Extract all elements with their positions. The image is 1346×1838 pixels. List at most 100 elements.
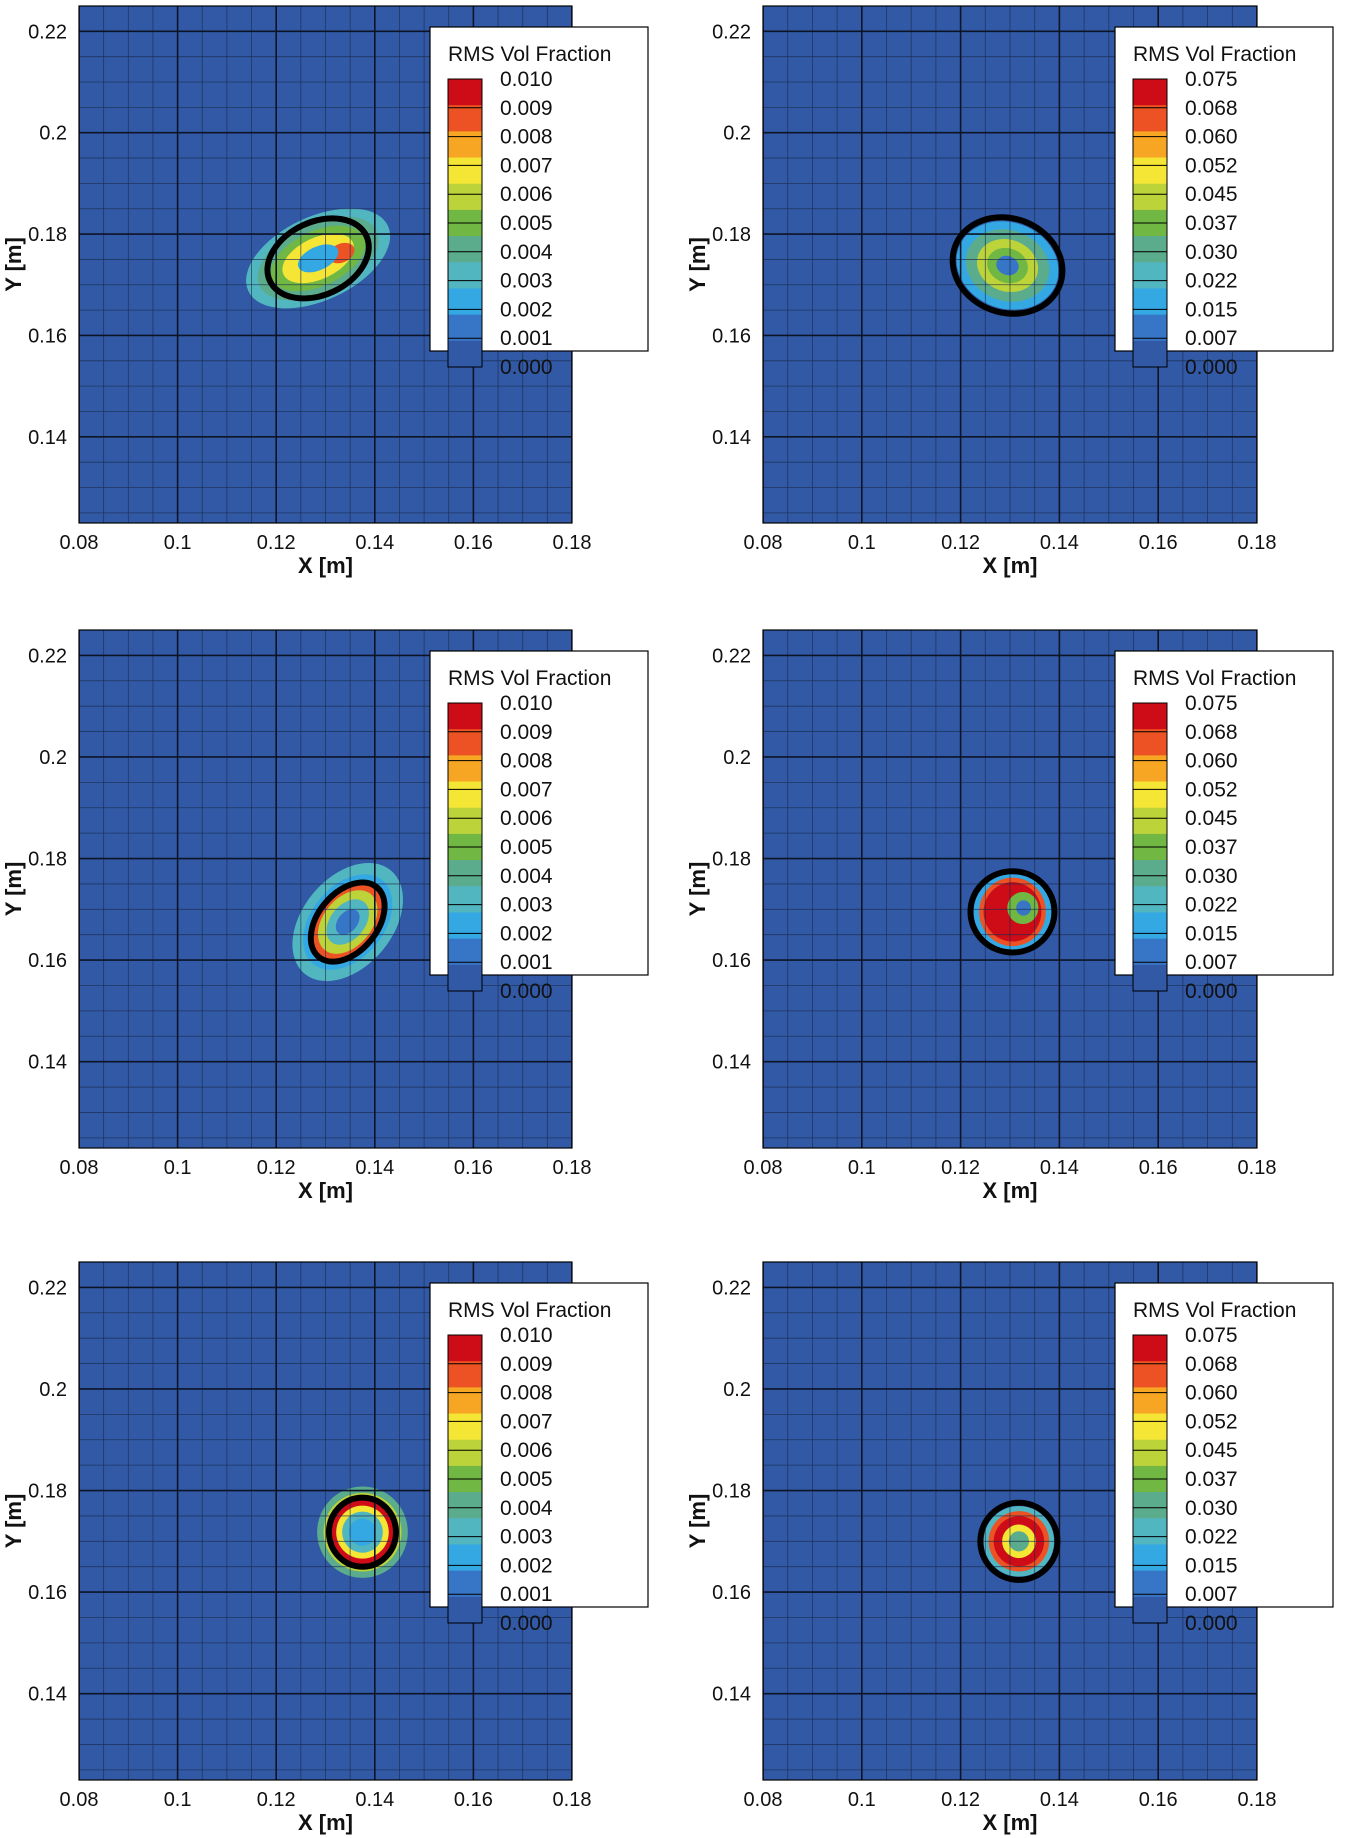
legend-level-label: 0.060	[1185, 1382, 1238, 1405]
legend-swatch	[448, 340, 482, 368]
legend-swatch	[448, 1570, 482, 1598]
legend-level-label: 0.075	[1185, 1324, 1238, 1347]
legend-swatch	[1133, 262, 1167, 289]
legend-swatch	[448, 1544, 482, 1572]
legend-level-label: 0.010	[500, 692, 553, 715]
legend-level-label: 0.004	[500, 241, 553, 264]
legend-level-label: 0.045	[1185, 1439, 1238, 1462]
x-tick-label: 0.14	[1040, 1157, 1079, 1179]
x-axis-label: X [m]	[983, 1810, 1038, 1835]
legend-swatch	[448, 183, 482, 211]
x-tick-label: 0.18	[1238, 1157, 1277, 1179]
legend-swatch	[1133, 1570, 1167, 1598]
legend-level-label: 0.001	[500, 951, 553, 974]
legend-level-label: 0.006	[500, 1439, 553, 1462]
legend-level-label: 0.002	[500, 922, 553, 945]
legend-swatch	[448, 1387, 482, 1415]
interface-contour	[325, 1494, 399, 1570]
x-axis-label: X [m]	[298, 1810, 353, 1835]
legend-level-label: 0.068	[1185, 721, 1238, 744]
legend-swatch	[1133, 1518, 1167, 1545]
legend-level-label: 0.045	[1185, 183, 1238, 206]
legend-level-label: 0.009	[500, 1353, 553, 1376]
field-core	[297, 244, 339, 273]
x-tick-label: 0.18	[1238, 532, 1277, 554]
y-tick-label: 0.14	[712, 1684, 751, 1706]
legend-swatch	[1133, 105, 1167, 132]
legend-swatch	[1133, 1361, 1167, 1388]
legend-swatch	[448, 807, 482, 835]
y-tick-label: 0.2	[39, 123, 67, 145]
legend-swatch	[1133, 1544, 1167, 1572]
legend-level-label: 0.005	[500, 1468, 553, 1491]
legend-level-label: 0.005	[500, 836, 553, 859]
legend-level-label: 0.010	[500, 68, 553, 91]
legend-swatch	[1133, 79, 1167, 106]
legend-level-label: 0.015	[1185, 298, 1238, 321]
legend-level-label: 0.030	[1185, 241, 1238, 264]
legend-swatch	[1133, 1413, 1167, 1441]
y-tick-label: 0.22	[28, 645, 67, 667]
legend-level-label: 0.009	[500, 721, 553, 744]
legend-level-label: 0.010	[500, 1324, 553, 1347]
legend-swatch	[1133, 938, 1167, 966]
y-axis-label: Y [m]	[685, 862, 710, 917]
legend-level-label: 0.068	[1185, 97, 1238, 120]
legend-level-label: 0.037	[1185, 1468, 1238, 1491]
legend-swatch	[1133, 1335, 1167, 1362]
legend-level-label: 0.022	[1185, 270, 1238, 293]
y-tick-label: 0.22	[712, 645, 751, 667]
y-tick-label: 0.22	[28, 1277, 67, 1299]
legend-swatch	[1133, 340, 1167, 368]
x-tick-label: 0.1	[164, 1157, 192, 1179]
y-axis-label: Y [m]	[685, 1494, 710, 1549]
y-tick-label: 0.22	[28, 21, 67, 43]
legend-level-label: 0.068	[1185, 1353, 1238, 1376]
x-tick-label: 0.08	[744, 1789, 783, 1811]
legend-swatch	[1133, 807, 1167, 835]
legend-swatch	[448, 729, 482, 756]
field-core	[996, 255, 1019, 276]
legend-level-label: 0.006	[500, 807, 553, 830]
x-axis-label: X [m]	[983, 1178, 1038, 1203]
legend-level-label: 0.007	[500, 1410, 553, 1433]
legend-swatch	[1133, 755, 1167, 783]
x-tick-label: 0.18	[1238, 1789, 1277, 1811]
y-tick-label: 0.18	[712, 849, 751, 871]
legend-swatch	[1133, 964, 1167, 992]
legend-swatch	[448, 755, 482, 783]
x-tick-label: 0.14	[355, 1157, 394, 1179]
chart-panel-4: 0.08 0.1 0.12 0.14 0.16 0.18 0.14 0.16 0.18 0.2 0.…	[685, 629, 1334, 1203]
legend-level-label: 0.022	[1185, 894, 1238, 917]
x-tick-label: 0.14	[1040, 532, 1079, 554]
legend-swatch	[448, 860, 482, 887]
chart-panel-2: 0.08 0.1 0.12 0.14 0.16 0.18 0.14 0.16 0.18 0.2 0.…	[685, 5, 1334, 578]
x-tick-label: 0.14	[355, 532, 394, 554]
x-tick-label: 0.1	[164, 532, 192, 554]
legend-level-label: 0.000	[500, 1612, 553, 1635]
legend-level-label: 0.004	[500, 865, 553, 888]
legend-swatch	[1133, 288, 1167, 316]
legend-level-label: 0.005	[500, 212, 553, 235]
y-tick-label: 0.14	[28, 1684, 67, 1706]
y-axis-label: Y [m]	[1, 862, 26, 917]
legend-swatch	[448, 1518, 482, 1545]
x-tick-label: 0.08	[744, 1157, 783, 1179]
legend-level-label: 0.008	[500, 750, 553, 773]
legend-swatch	[1133, 183, 1167, 211]
legend-swatch	[448, 938, 482, 966]
x-tick-label: 0.08	[60, 532, 99, 554]
x-tick-label: 0.12	[941, 1157, 980, 1179]
x-axis-label: X [m]	[298, 1178, 353, 1203]
legend-swatch	[1133, 860, 1167, 887]
legend-swatch	[448, 964, 482, 992]
x-tick-label: 0.1	[164, 1789, 192, 1811]
field-core	[335, 909, 360, 935]
legend-level-label: 0.015	[1185, 922, 1238, 945]
x-tick-label: 0.18	[553, 1157, 592, 1179]
rms-field	[973, 871, 1052, 952]
x-tick-label: 0.14	[1040, 1789, 1079, 1811]
field-core	[348, 1518, 377, 1546]
